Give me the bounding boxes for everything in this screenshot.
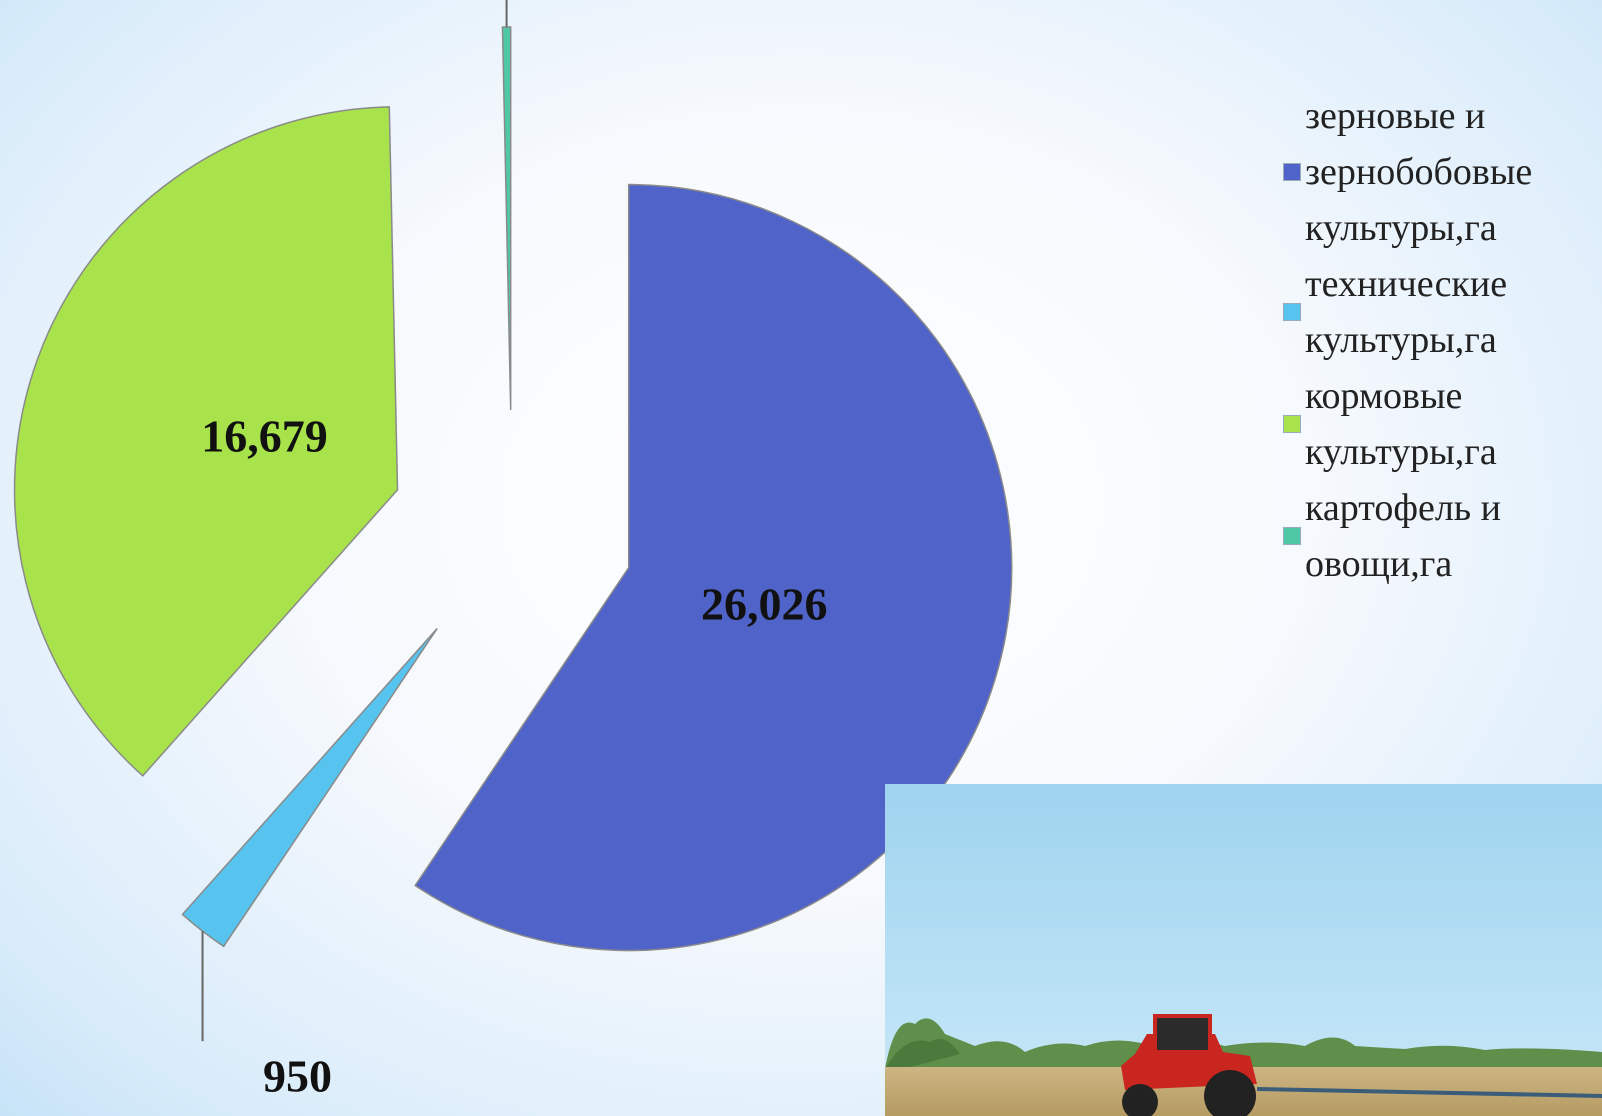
legend-label: технические культуры,га xyxy=(1305,263,1508,361)
pie-slice xyxy=(501,26,512,411)
pie-slice xyxy=(414,183,1013,952)
legend-marker xyxy=(1283,415,1301,433)
legend-entry: зерновые и зернобобовые культуры,га xyxy=(1283,88,1602,256)
value-label: 16,679 xyxy=(201,410,328,461)
legend-entry: технические культуры,га xyxy=(1283,256,1602,368)
pie-slice xyxy=(181,627,438,948)
pie-slice xyxy=(13,106,399,777)
tractor-photo xyxy=(885,784,1602,1116)
legend-entry: картофель и овощи,га xyxy=(1283,480,1602,592)
legend-label: кормовые культуры,га xyxy=(1305,375,1497,473)
value-label: 26,026 xyxy=(701,578,828,629)
legend: зерновые и зернобобовые культуры,га техни… xyxy=(1283,88,1602,592)
legend-marker xyxy=(1283,163,1301,181)
legend-marker xyxy=(1283,527,1301,545)
value-label: 950 xyxy=(263,1051,332,1102)
legend-marker xyxy=(1283,303,1301,321)
legend-label: картофель и овощи,га xyxy=(1305,487,1501,585)
legend-label: зерновые и зернобобовые культуры,га xyxy=(1305,95,1533,249)
legend-entry: кормовые культуры,га xyxy=(1283,368,1602,480)
